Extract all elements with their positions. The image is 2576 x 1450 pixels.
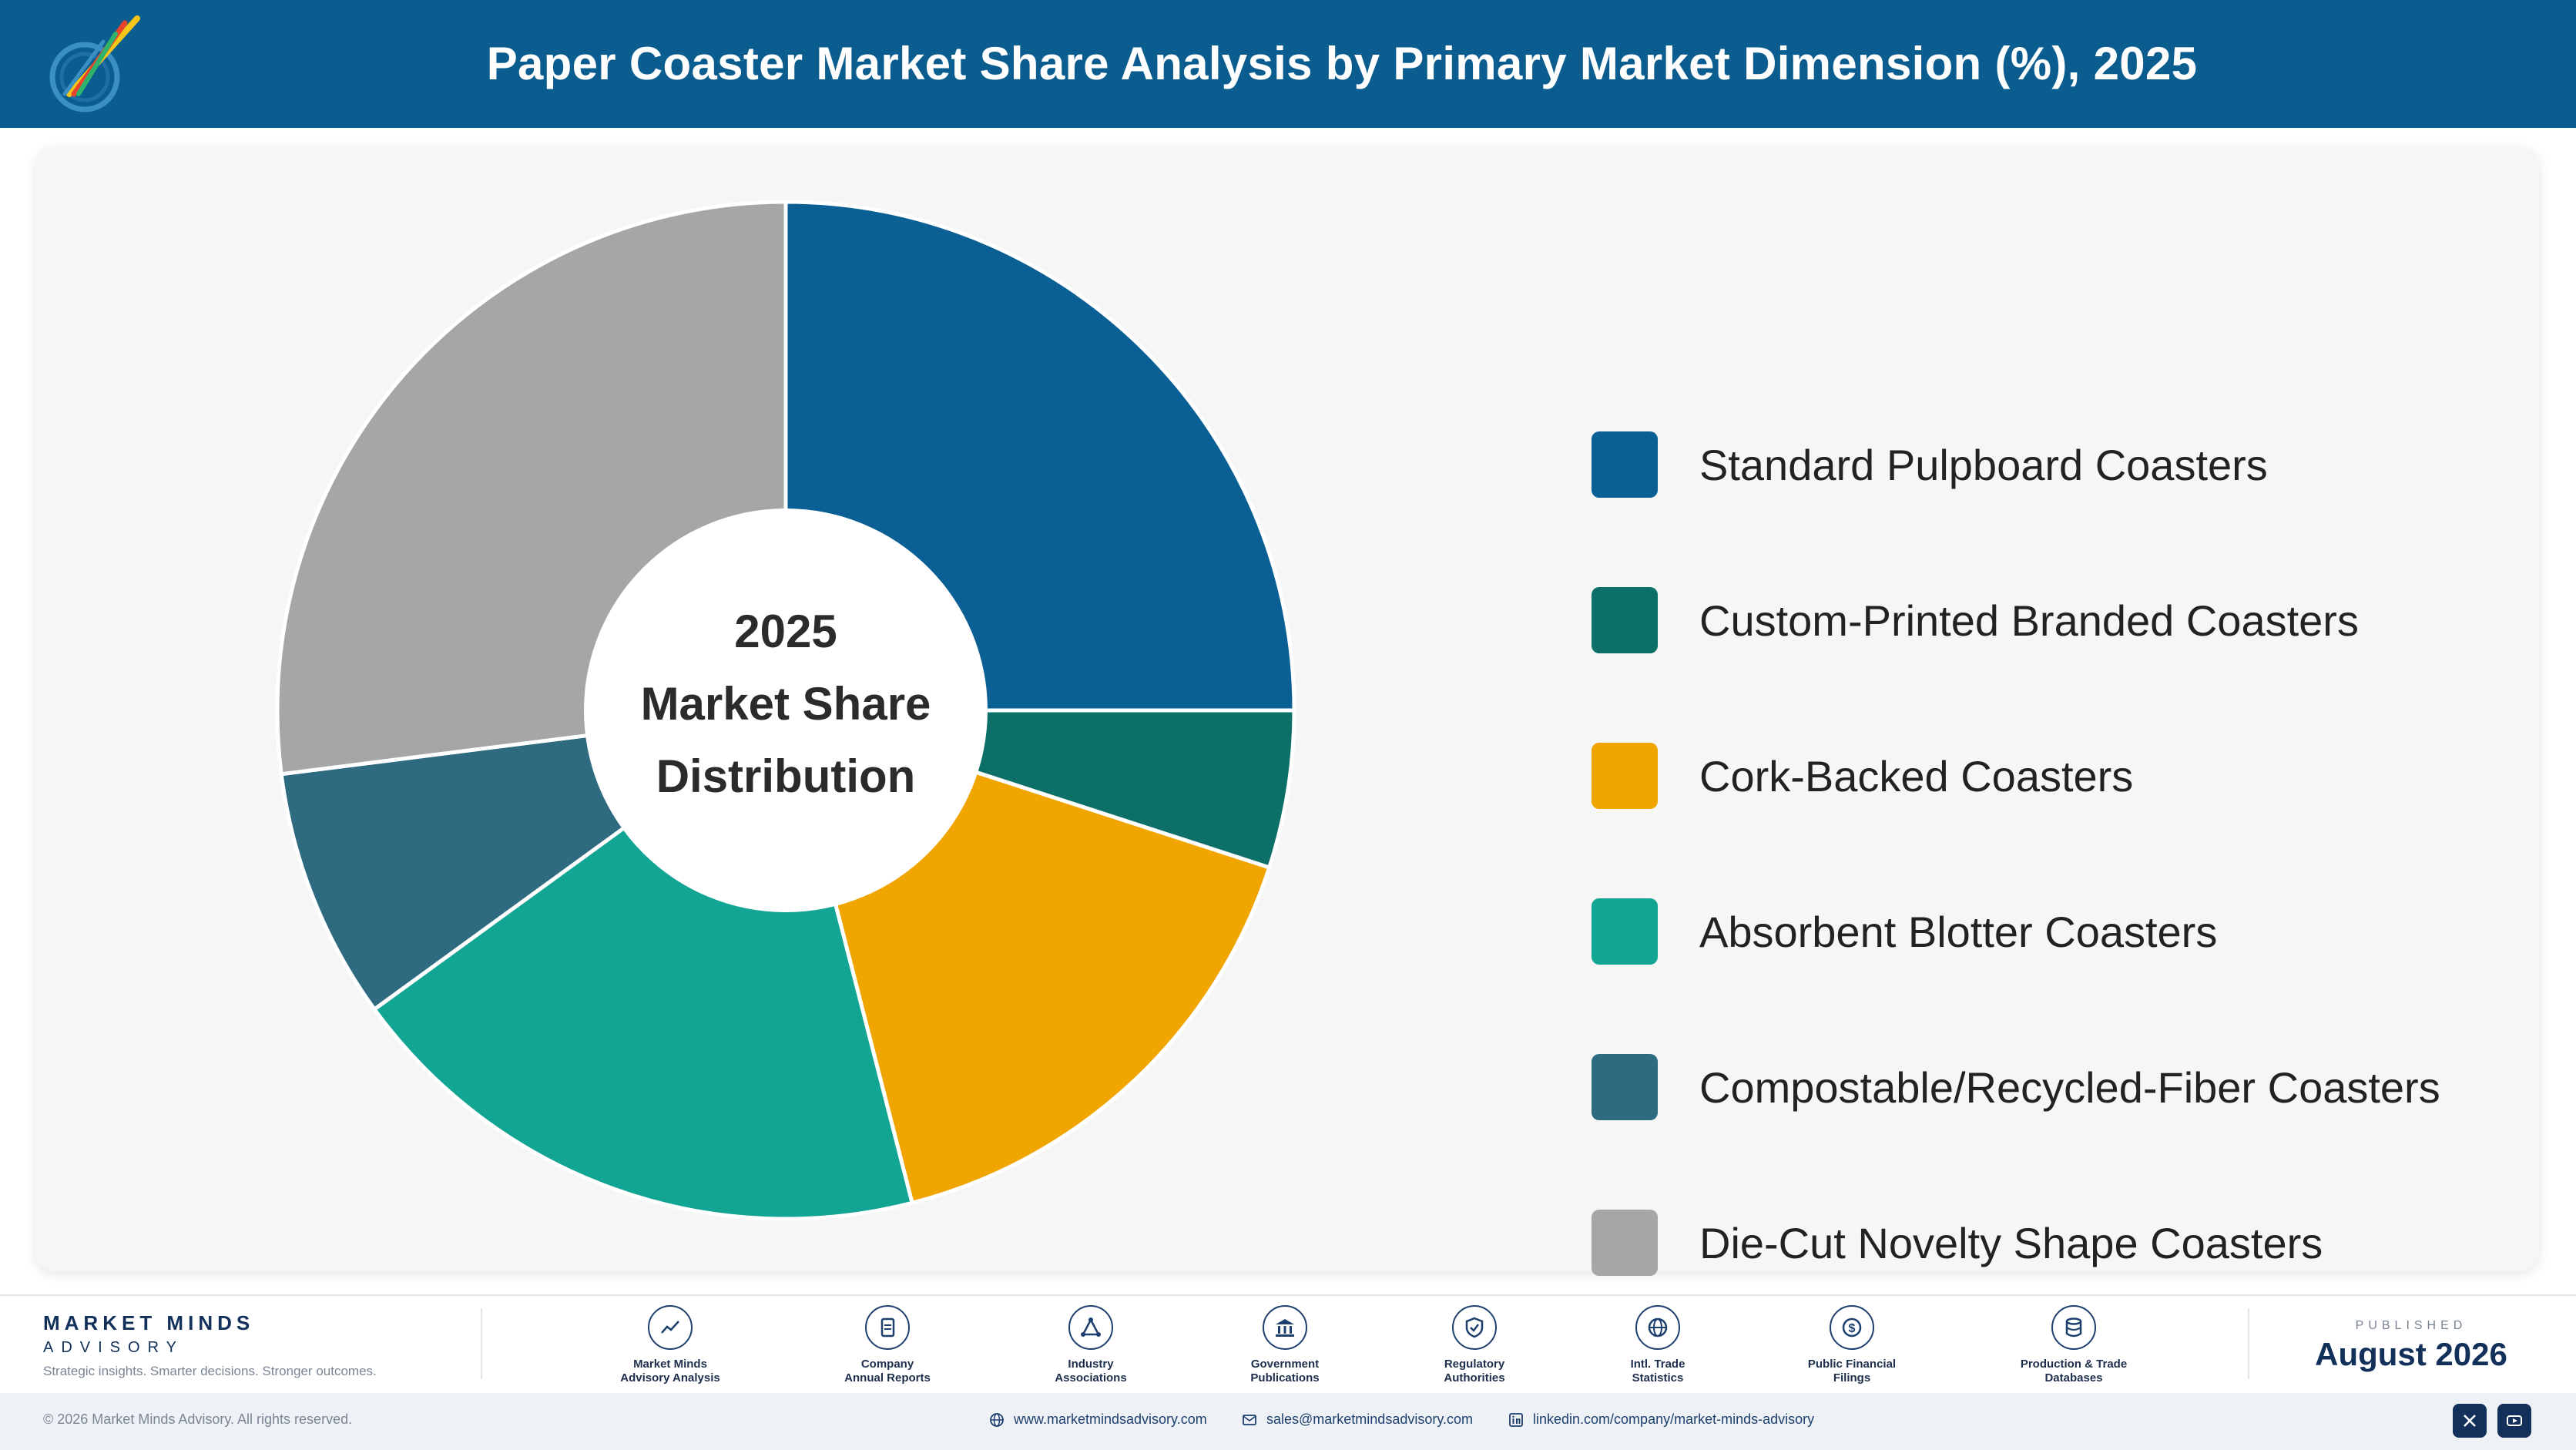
legend-label: Standard Pulpboard Coasters [1699, 440, 2268, 489]
donut-chart: 2025 Market Share Distribution [275, 200, 1296, 1221]
legend-swatch [1592, 431, 1658, 498]
legend-item: Absorbent Blotter Coasters [1592, 898, 2217, 965]
source-label-line1: Regulatory [1444, 1358, 1505, 1371]
source-label-line1: Industry [1068, 1358, 1114, 1371]
donut-hole [584, 509, 988, 912]
source-label-line2: Associations [1055, 1371, 1127, 1385]
source-label-line2: Databases [2044, 1371, 2103, 1385]
linkedin-link[interactable]: linkedin.com/company/market-minds-adviso… [1508, 1411, 1814, 1428]
svg-text:$: $ [1849, 1322, 1856, 1335]
copyright-text: © 2026 Market Minds Advisory. All rights… [43, 1411, 353, 1427]
center-label-line3: Distribution [656, 750, 916, 802]
brand-tagline: Strategic insights. Smarter decisions. S… [43, 1364, 377, 1378]
source-label-line1: Production & Trade [2020, 1358, 2128, 1371]
published-label: PUBLISHED [2355, 1319, 2467, 1332]
center-label-line2: Market Share [641, 678, 931, 730]
legend-swatch [1592, 1210, 1658, 1276]
globe-icon [1635, 1305, 1680, 1350]
legend-label: Die-Cut Novelty Shape Coasters [1699, 1218, 2323, 1267]
source-label-line1: Market Minds [633, 1358, 707, 1371]
legend-swatch [1592, 587, 1658, 653]
document-icon [865, 1305, 910, 1350]
source-label-line2: Authorities [1444, 1371, 1505, 1385]
legend-item: Cork-Backed Coasters [1592, 743, 2133, 809]
website-text: www.marketmindsadvisory.com [1014, 1411, 1207, 1427]
legend-item: Compostable/Recycled-Fiber Coasters [1592, 1054, 2440, 1120]
header-bar: Paper Coaster Market Share Analysis by P… [0, 0, 2576, 128]
x-social-button[interactable] [2453, 1404, 2487, 1438]
database-icon [2051, 1305, 2096, 1350]
source-label-line1: Intl. Trade [1630, 1358, 1685, 1371]
source-item-regulatory-authorities: Regulatory Authorities [1382, 1305, 1567, 1385]
chart-card: 2025 Market Share Distribution Standard … [35, 146, 2539, 1276]
mail-icon [1243, 1414, 1256, 1425]
youtube-icon [2507, 1415, 2522, 1426]
source-item-trade-databases: Production & Trade Databases [1981, 1305, 2166, 1385]
source-label-line1: Government [1250, 1358, 1320, 1371]
source-item-trade-statistics: Intl. Trade Statistics [1565, 1305, 1750, 1385]
legend-item: Custom-Printed Branded Coasters [1592, 587, 2359, 653]
source-item-annual-reports: Company Annual Reports [795, 1305, 980, 1385]
source-label-line2: Filings [1833, 1371, 1871, 1385]
source-label-line2: Advisory Analysis [620, 1371, 720, 1385]
globe-icon [990, 1412, 1004, 1427]
brand-subtitle: ADVISORY [43, 1339, 184, 1356]
network-icon [1068, 1305, 1113, 1350]
legend-label: Custom-Printed Branded Coasters [1699, 596, 2359, 645]
website-link[interactable]: www.marketmindsadvisory.com [989, 1411, 1207, 1428]
legend-label: Compostable/Recycled-Fiber Coasters [1699, 1062, 2440, 1112]
source-label-line1: Public Financial [1807, 1358, 1897, 1371]
center-label-year: 2025 [734, 606, 837, 657]
source-item-government-publications: Government Publications [1192, 1305, 1377, 1385]
email-text: sales@marketmindsadvisory.com [1266, 1411, 1474, 1427]
youtube-social-button[interactable] [2497, 1404, 2531, 1438]
dollar-icon: $ [1830, 1305, 1874, 1350]
brand-name: MARKET MINDS [43, 1311, 255, 1334]
bottom-bar: © 2026 Market Minds Advisory. All rights… [0, 1393, 2576, 1450]
footer: MARKET MINDS ADVISORY Strategic insights… [0, 1294, 2576, 1393]
trend-icon [648, 1305, 693, 1350]
legend-swatch [1592, 1054, 1658, 1120]
legend-swatch [1592, 898, 1658, 965]
source-item-advisory-analysis: Market Minds Advisory Analysis [578, 1305, 763, 1385]
source-label-line2: Publications [1250, 1371, 1320, 1385]
shield-icon [1452, 1305, 1497, 1350]
bank-icon [1263, 1305, 1307, 1350]
source-item-industry-associations: Industry Associations [998, 1305, 1183, 1385]
legend-swatch [1592, 743, 1658, 809]
x-logo-icon [2464, 1415, 2476, 1427]
legend-label: Cork-Backed Coasters [1699, 751, 2134, 801]
footer-divider [481, 1308, 482, 1379]
legend-item: Die-Cut Novelty Shape Coasters [1592, 1210, 2323, 1276]
source-label-line1: Company [860, 1358, 914, 1371]
company-logo-icon [49, 15, 140, 112]
source-item-financial-filings: $ Public Financial Filings [1759, 1305, 1944, 1385]
footer-divider [2248, 1308, 2249, 1379]
linkedin-text: linkedin.com/company/market-minds-adviso… [1533, 1411, 1815, 1427]
linkedin-icon [1509, 1412, 1523, 1427]
source-label-line2: Annual Reports [844, 1371, 931, 1385]
published-date: August 2026 [2315, 1336, 2507, 1372]
email-link[interactable]: sales@marketmindsadvisory.com [1242, 1411, 1473, 1428]
legend-label: Absorbent Blotter Coasters [1699, 907, 2218, 956]
page-title: Paper Coaster Market Share Analysis by P… [486, 38, 2198, 89]
source-label-line2: Statistics [1632, 1371, 1684, 1385]
legend-item: Standard Pulpboard Coasters [1592, 431, 2268, 498]
